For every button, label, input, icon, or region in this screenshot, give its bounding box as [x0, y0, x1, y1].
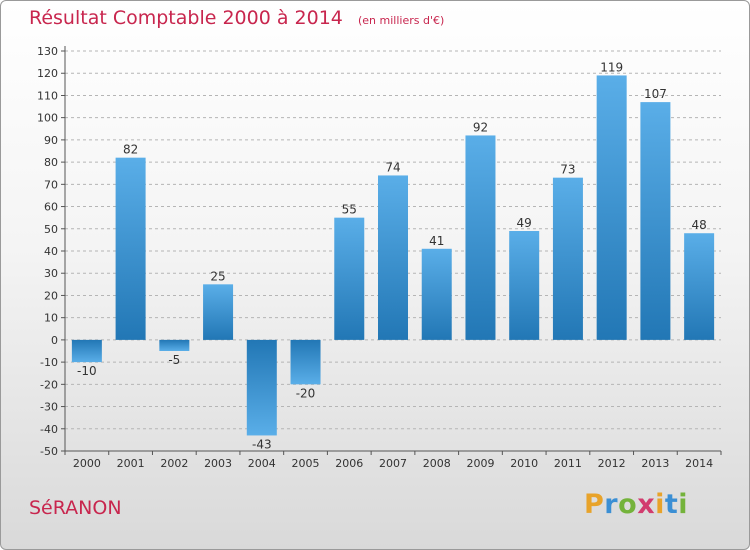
logo-letter: o [618, 489, 638, 520]
y-tick-label: 70 [44, 178, 58, 191]
bar [596, 75, 627, 340]
y-tick-label: -10 [40, 356, 58, 369]
logo-letter: i [678, 489, 689, 520]
x-tick-label: 2007 [379, 457, 407, 470]
logo-letter: r [604, 489, 619, 520]
y-tick-label: -50 [40, 445, 58, 458]
bar [290, 339, 321, 385]
chart-subtitle: (en milliers d'€) [357, 14, 445, 27]
data-label: 119 [600, 60, 623, 74]
proxiti-logo: Proxiti [584, 489, 688, 520]
x-tick-label: 2011 [554, 457, 582, 470]
y-tick-label: -20 [40, 378, 58, 391]
x-tick-label: 2014 [685, 457, 713, 470]
y-tick-label: -30 [40, 401, 58, 414]
y-tick-label: 90 [44, 134, 58, 147]
bar [246, 339, 277, 436]
commune-name: SéRANON [29, 497, 122, 519]
y-tick-label: 120 [37, 67, 58, 80]
x-tick-label: 2008 [423, 457, 451, 470]
title-row: Résultat Comptable 2000 à 2014 (en milli… [29, 7, 444, 29]
data-label: -20 [296, 386, 316, 400]
data-label: 92 [473, 120, 488, 134]
bar [465, 135, 496, 340]
x-tick-label: 2002 [160, 457, 188, 470]
logo-letter: i [655, 489, 665, 520]
y-tick-label: 100 [37, 112, 58, 125]
data-label: -5 [168, 353, 180, 367]
bar [684, 233, 715, 340]
x-tick-label: 2013 [641, 457, 669, 470]
y-tick-label: 50 [44, 223, 58, 236]
bar [71, 339, 102, 363]
y-tick-label: 40 [44, 245, 58, 258]
chart-title: Résultat Comptable 2000 à 2014 [29, 7, 343, 29]
logo-letter: P [584, 489, 605, 520]
data-label: 107 [644, 87, 667, 101]
bar [203, 284, 234, 340]
y-tick-label: 130 [37, 45, 58, 58]
y-tick-label: 10 [44, 312, 58, 325]
x-tick-label: 2012 [598, 457, 626, 470]
bar [640, 102, 671, 340]
bar [378, 175, 408, 340]
data-label: 55 [342, 203, 357, 217]
data-label: 73 [560, 163, 575, 177]
data-label: 25 [210, 269, 225, 283]
data-label: 41 [429, 234, 444, 248]
x-tick-label: 2009 [466, 457, 494, 470]
y-tick-label: 30 [44, 267, 58, 280]
bar [115, 157, 146, 340]
data-label: 82 [123, 143, 138, 157]
y-tick-label: 0 [51, 334, 58, 347]
data-label: -43 [252, 437, 272, 451]
x-tick-label: 2005 [292, 457, 320, 470]
y-tick-label: -40 [40, 423, 58, 436]
bar [421, 248, 452, 340]
y-tick-label: 60 [44, 201, 58, 214]
x-tick-label: 2006 [335, 457, 363, 470]
x-tick-label: 2000 [73, 457, 101, 470]
logo-letter: t [664, 489, 679, 520]
data-label: -10 [77, 364, 97, 378]
y-tick-label: 110 [37, 89, 58, 102]
y-tick-label: 20 [44, 289, 58, 302]
data-label: 74 [385, 160, 400, 174]
x-tick-label: 2001 [117, 457, 145, 470]
data-label: 49 [517, 216, 532, 230]
logo-letter: x [637, 489, 656, 520]
bar [334, 217, 365, 340]
x-tick-label: 2004 [248, 457, 276, 470]
x-tick-label: 2003 [204, 457, 232, 470]
bar [552, 177, 583, 340]
y-tick-label: 80 [44, 156, 58, 169]
data-label: 48 [691, 218, 706, 232]
bar [509, 231, 540, 340]
bar [159, 339, 190, 351]
x-tick-label: 2010 [510, 457, 538, 470]
